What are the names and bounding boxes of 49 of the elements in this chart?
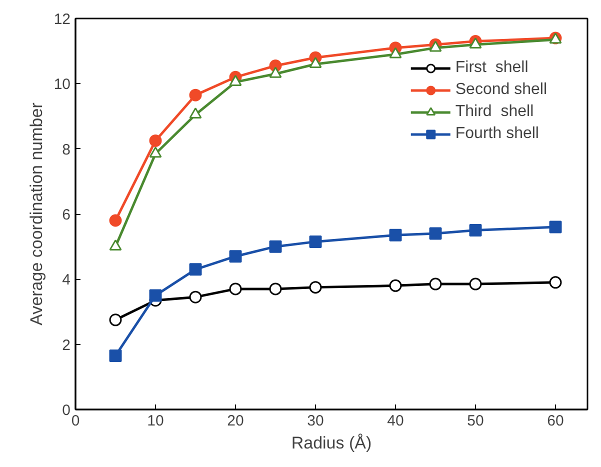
y-tick-label: 8 bbox=[62, 141, 70, 158]
point bbox=[309, 235, 322, 248]
point bbox=[109, 314, 122, 326]
point bbox=[389, 228, 402, 242]
point bbox=[549, 276, 562, 289]
point bbox=[549, 220, 562, 234]
point bbox=[109, 349, 122, 362]
x-tick-label: 60 bbox=[547, 412, 564, 430]
y-tick-label: 0 bbox=[62, 402, 70, 419]
point bbox=[149, 289, 162, 302]
y-tick-label: 10 bbox=[54, 76, 71, 94]
point bbox=[149, 134, 162, 147]
point bbox=[229, 282, 242, 296]
point bbox=[269, 66, 282, 78]
point bbox=[309, 281, 322, 294]
point bbox=[149, 146, 162, 158]
point bbox=[389, 279, 402, 292]
point bbox=[189, 290, 202, 304]
x-axis-title: Radius (Å) bbox=[291, 434, 372, 452]
x-tick-label: 30 bbox=[307, 412, 324, 430]
point bbox=[189, 263, 202, 276]
point bbox=[229, 250, 242, 263]
legend-label: First shell bbox=[455, 59, 528, 77]
point bbox=[429, 278, 442, 290]
point bbox=[269, 240, 282, 253]
legend-label: Second shell bbox=[455, 81, 547, 99]
y-tick-label: 4 bbox=[62, 272, 70, 289]
point bbox=[469, 278, 482, 290]
x-tick-label: 20 bbox=[227, 412, 244, 430]
point bbox=[269, 282, 282, 296]
x-tick-label: 10 bbox=[147, 412, 164, 430]
y-tick-label: 2 bbox=[62, 336, 70, 354]
point bbox=[189, 88, 202, 102]
x-tick-label: 50 bbox=[467, 412, 484, 430]
legend-label: Third shell bbox=[455, 103, 534, 121]
y-axis-title: Average coordination number bbox=[26, 102, 46, 326]
point bbox=[309, 57, 322, 68]
point bbox=[469, 224, 482, 237]
point bbox=[109, 239, 122, 251]
point bbox=[109, 214, 122, 227]
point bbox=[229, 74, 242, 86]
point bbox=[429, 227, 442, 240]
y-tick-label: 6 bbox=[62, 206, 70, 224]
point bbox=[429, 40, 442, 52]
legend-label: Fourth shell bbox=[455, 125, 539, 143]
point bbox=[189, 108, 202, 119]
y-tick-label: 12 bbox=[54, 11, 71, 28]
point bbox=[389, 47, 402, 58]
x-tick-label: 40 bbox=[387, 412, 404, 430]
